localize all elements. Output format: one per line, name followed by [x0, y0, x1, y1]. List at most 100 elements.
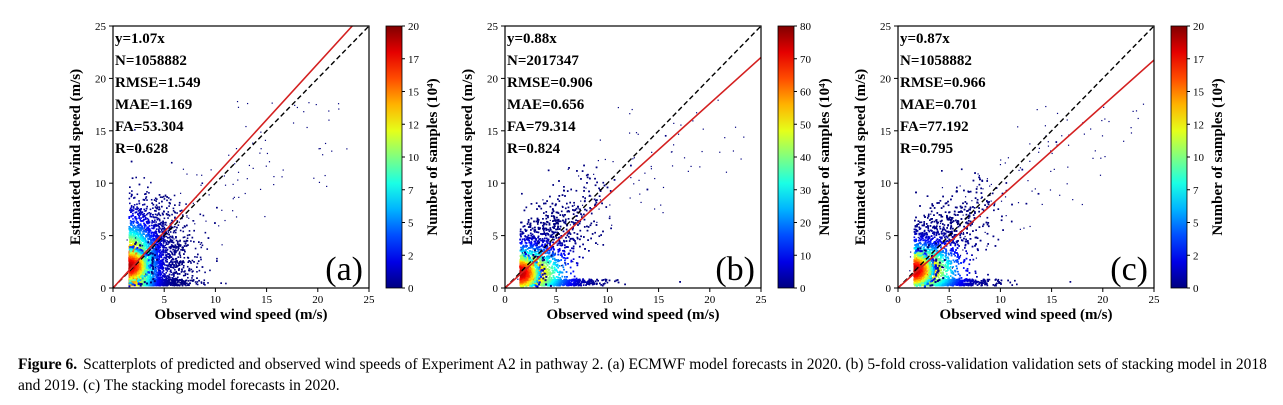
scatter-point: [181, 279, 184, 282]
scatter-point: [164, 254, 167, 256]
scatter-point: [147, 259, 150, 262]
scatter-point: [147, 238, 150, 240]
scatter-point: [201, 174, 203, 176]
scatter-point: [181, 261, 184, 263]
scatter-point: [138, 236, 141, 238]
scatter-point: [281, 176, 283, 178]
scatter-point: [224, 219, 226, 222]
scatter-point: [143, 244, 146, 246]
scatter-point: [142, 267, 145, 270]
scatter-point: [173, 274, 175, 276]
scatter-point: [170, 269, 172, 272]
scatter-point: [144, 193, 147, 195]
scatter-point: [155, 237, 158, 240]
scatter-point: [146, 205, 148, 208]
scatter-point: [162, 238, 165, 240]
scatter-point: [163, 198, 166, 200]
scatter-point: [130, 222, 132, 225]
scatter-point: [128, 274, 131, 277]
scatter-point: [140, 249, 143, 252]
scatter-point: [169, 235, 172, 238]
scatter-point: [128, 264, 131, 267]
scatter-point: [167, 213, 170, 216]
scatter-point: [172, 207, 175, 210]
scatter-point: [176, 261, 179, 263]
scatter-point: [145, 266, 148, 269]
scatter-point: [165, 268, 167, 271]
scatter-point: [143, 203, 146, 206]
scatter-point: [167, 264, 169, 267]
scatter-point: [129, 249, 132, 252]
scatter-point: [162, 250, 165, 252]
scatter-point: [161, 232, 163, 234]
scatter-point: [178, 244, 181, 246]
scatter-point: [142, 213, 144, 216]
scatter-point: [165, 255, 168, 258]
scatter-point: [166, 214, 168, 216]
scatter-point: [161, 264, 164, 266]
scatter-point: [151, 239, 154, 241]
scatter-point: [260, 131, 262, 133]
scatter-point: [134, 239, 137, 241]
scatter-point: [170, 266, 172, 269]
scatter-point: [134, 255, 137, 258]
scatter-point: [133, 274, 136, 277]
scatter-point: [196, 262, 199, 265]
scatter-point: [163, 235, 166, 238]
scatter-point: [129, 226, 132, 229]
scatter-point: [159, 222, 162, 224]
scatter-point: [155, 261, 158, 264]
scatter-point: [140, 213, 142, 215]
scatter-point: [144, 223, 147, 226]
scatter-point: [142, 246, 145, 249]
scatter-point: [201, 244, 204, 247]
scatter-point: [136, 222, 139, 224]
scatter-point: [188, 284, 190, 287]
scatter-point: [130, 271, 133, 274]
scatter-point: [161, 266, 163, 269]
scatter-point: [164, 283, 167, 285]
scatter-point: [155, 268, 157, 270]
scatter-point: [156, 253, 158, 256]
scatter-point: [140, 208, 143, 210]
scatter-point: [313, 177, 315, 179]
identity-line: [113, 26, 369, 288]
scatter-point: [155, 230, 158, 233]
scatter-point: [260, 148, 262, 150]
scatter-point: [191, 275, 194, 277]
scatter-point: [185, 203, 187, 205]
scatter-point: [159, 241, 161, 244]
scatter-point: [165, 275, 167, 278]
scatter-point: [170, 281, 173, 284]
scatter-point: [137, 254, 140, 257]
scatter-point: [153, 271, 156, 274]
scatter-point: [144, 254, 147, 257]
scatter-point: [164, 264, 166, 266]
scatter-point: [177, 279, 179, 282]
scatter-point: [135, 221, 138, 224]
scatter-point: [198, 279, 200, 282]
scatter-point: [150, 238, 153, 241]
scatter-point: [265, 165, 267, 167]
scatter-point: [141, 220, 144, 222]
scatter-point: [195, 282, 198, 285]
scatter-point: [176, 243, 179, 245]
scatter-point: [166, 196, 168, 198]
scatter-point: [129, 202, 131, 205]
scatter-point: [139, 250, 142, 253]
scatter-point: [161, 254, 164, 256]
scatter-point: [158, 206, 161, 208]
scatter-point: [130, 283, 133, 286]
scatter-point: [146, 235, 149, 237]
scatter-point: [166, 256, 169, 258]
scatter-point: [167, 275, 170, 277]
scatter-point: [157, 261, 159, 263]
scatter-point: [223, 175, 226, 177]
scatter-point: [150, 198, 153, 201]
scatter-point: [151, 281, 153, 284]
scatter-point: [157, 223, 160, 225]
scatter-point: [172, 279, 175, 281]
scatter-point: [175, 262, 177, 264]
scatter-point: [181, 263, 183, 266]
